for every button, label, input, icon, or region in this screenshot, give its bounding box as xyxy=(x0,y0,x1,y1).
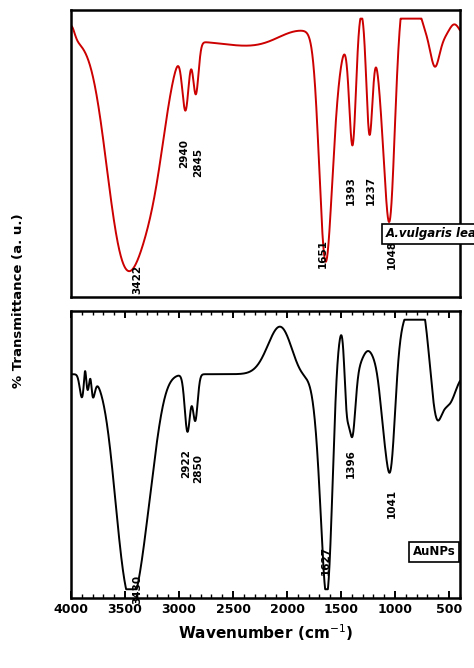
Text: 1041: 1041 xyxy=(387,489,397,518)
Text: % Transmittance (a. u.): % Transmittance (a. u.) xyxy=(12,213,26,388)
Text: 1396: 1396 xyxy=(346,449,356,478)
Text: 1393: 1393 xyxy=(346,176,356,205)
Text: 1048: 1048 xyxy=(386,239,396,269)
Text: 2922: 2922 xyxy=(181,449,191,478)
Text: 1627: 1627 xyxy=(320,546,330,575)
Text: 3430: 3430 xyxy=(132,575,142,604)
Text: 2845: 2845 xyxy=(192,148,203,177)
Text: AuNPs: AuNPs xyxy=(412,546,455,558)
Text: 2850: 2850 xyxy=(193,454,203,484)
Text: 2940: 2940 xyxy=(179,139,189,168)
X-axis label: Wavenumber (cm$^{-1}$): Wavenumber (cm$^{-1}$) xyxy=(178,623,353,643)
Text: 1651: 1651 xyxy=(318,239,328,269)
Text: A.vulgaris leaf: A.vulgaris leaf xyxy=(386,227,474,240)
Text: 3422: 3422 xyxy=(132,265,142,295)
Text: 1237: 1237 xyxy=(366,176,376,206)
